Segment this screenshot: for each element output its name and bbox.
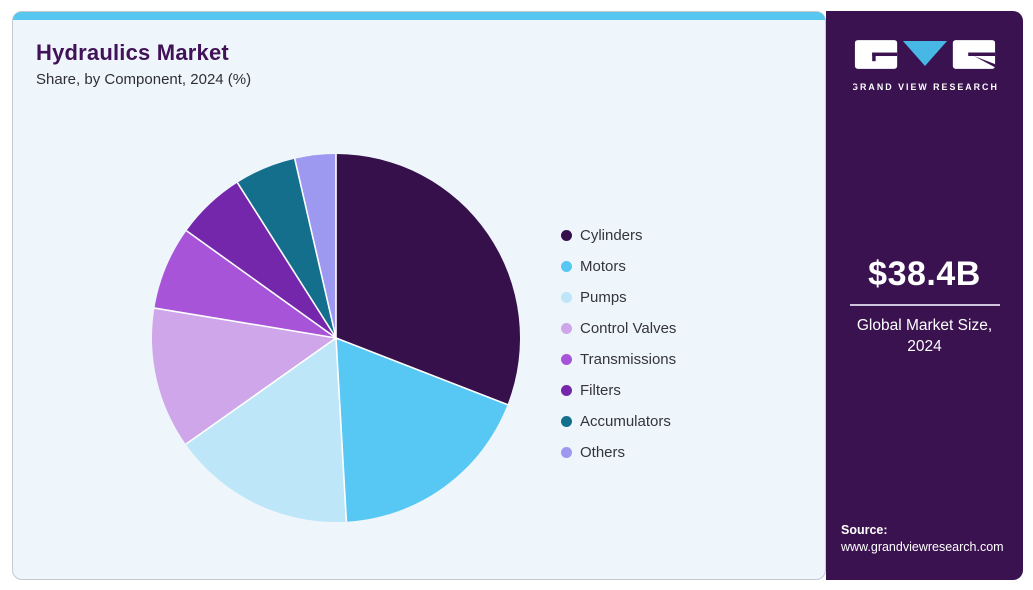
gvr-logo: GRAND VIEW RESEARCH — [851, 40, 997, 92]
legend-swatch — [561, 385, 572, 396]
pie-slice-transmissions — [154, 230, 336, 338]
legend: Cylinders Motors Pumps Control Valves Transm… — [561, 220, 676, 468]
pie-slice-separator — [293, 158, 337, 339]
legend-item: Filters — [561, 375, 676, 406]
legend-swatch — [561, 261, 572, 272]
legend-swatch — [561, 230, 572, 241]
chart-card: Hydraulics Market Share, by Component, 2… — [12, 11, 826, 580]
legend-label: Filters — [580, 382, 621, 399]
logo-v-triangle — [902, 41, 947, 66]
logo-g-notch-tick — [871, 52, 876, 62]
page-title: Hydraulics Market — [36, 40, 229, 65]
pie-slice-separator — [236, 182, 337, 339]
top-accent-bar — [13, 12, 825, 20]
brand-logo-box: GRAND VIEW RESEARCH — [826, 36, 1023, 101]
page-subtitle: Share, by Component, 2024 (%) — [36, 71, 252, 88]
logo-g-notch — [871, 52, 897, 57]
chart-header: Hydraulics Market Share, by Component, 2… — [36, 40, 251, 88]
legend-swatch — [561, 447, 572, 458]
legend-label: Accumulators — [580, 413, 671, 430]
legend-item: Accumulators — [561, 406, 676, 437]
pie-slice-cylinders — [336, 154, 520, 405]
pie-chart — [151, 154, 520, 523]
sidebar: GRAND VIEW RESEARCH $38.4B Global Market… — [826, 11, 1023, 580]
legend-swatch — [561, 354, 572, 365]
legend-label: Control Valves — [580, 320, 677, 337]
legend-item: Others — [561, 437, 676, 468]
pie-slice-motors — [336, 338, 508, 522]
pie-slice-filters — [186, 182, 336, 338]
legend-swatch — [561, 323, 572, 334]
logo-r-notch — [967, 52, 995, 57]
pie-slice-separator — [185, 230, 337, 339]
legend-item: Cylinders — [561, 220, 676, 251]
pie-chart-area — [151, 153, 521, 523]
market-size-value: $38.4B — [868, 255, 981, 293]
pie-slice-separator — [185, 337, 337, 445]
source-label: Source: — [841, 523, 888, 537]
source-block: Source: www.grandviewresearch.com — [841, 522, 1004, 556]
pie-slice-separator — [335, 337, 508, 406]
legend-item: Motors — [561, 251, 676, 282]
legend-item: Pumps — [561, 282, 676, 313]
market-size-label-line1: Global Market Size, — [856, 317, 993, 334]
pie-slice-pumps — [185, 338, 347, 523]
pie-slice-separator — [154, 307, 337, 339]
market-size-label-line2: 2024 — [907, 338, 942, 355]
legend-item: Transmissions — [561, 344, 676, 375]
legend-item: Control Valves — [561, 313, 676, 344]
legend-label: Others — [580, 444, 626, 461]
legend-label: Transmissions — [580, 351, 677, 368]
legend-label: Pumps — [580, 289, 627, 306]
legend-swatch — [561, 416, 572, 427]
source-url: www.grandviewresearch.com — [841, 540, 1004, 554]
metric-divider — [849, 304, 1000, 306]
legend-swatch — [561, 292, 572, 303]
pie-slice-control-valves — [151, 308, 336, 445]
pie-slice-accumulators — [237, 158, 336, 338]
legend-label: Cylinders — [580, 227, 643, 244]
pie-slice-separator — [335, 337, 348, 522]
legend-label: Motors — [580, 258, 626, 275]
market-size-block: $38.4B Global Market Size, 2024 — [826, 255, 1023, 357]
brand-name: GRAND VIEW RESEARCH — [853, 82, 997, 92]
